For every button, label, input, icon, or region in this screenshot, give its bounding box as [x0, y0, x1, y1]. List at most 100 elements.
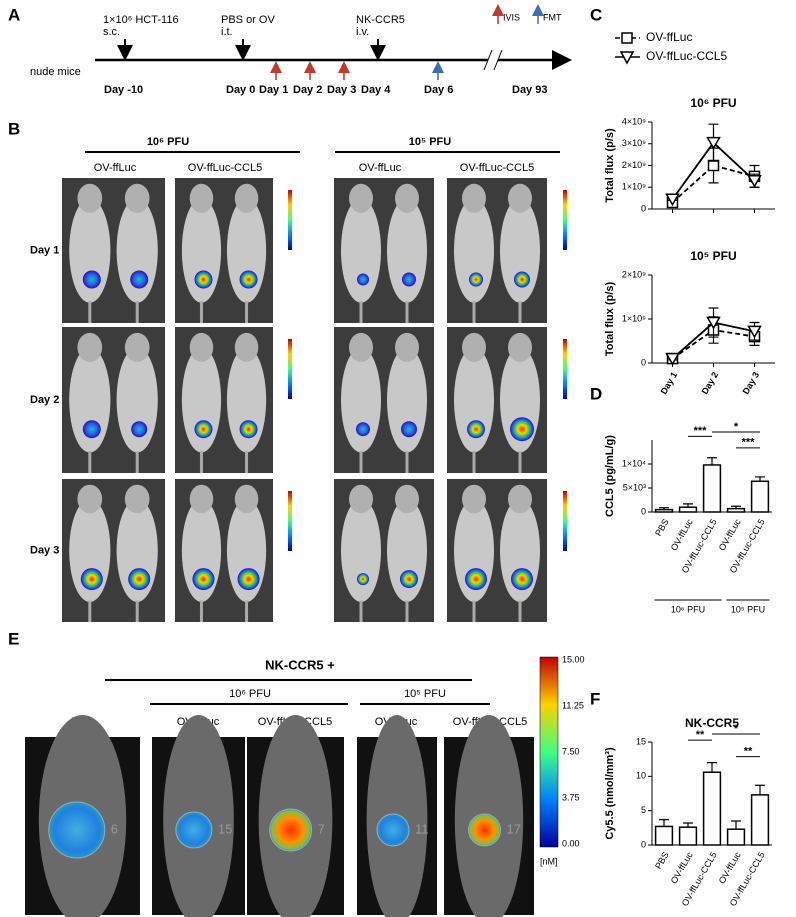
y-tick-label: 5×10³: [623, 482, 646, 492]
day-label: Day 2: [293, 84, 322, 96]
bar: [678, 826, 698, 846]
image-colorbar: [563, 339, 567, 399]
tumor-signal: [237, 568, 260, 591]
colorbar-unit: [nM]: [540, 856, 558, 866]
panel-label: E: [8, 629, 19, 648]
mouse-head: [189, 183, 214, 213]
mouse-body: [116, 347, 158, 453]
legend-ivis: IVIS: [503, 12, 520, 22]
panel-label: D: [590, 384, 602, 403]
mouse-body: [387, 347, 427, 453]
mouse-head: [77, 484, 103, 514]
tumor-signal: [514, 271, 530, 288]
y-axis-label: Total flux (p/s): [604, 128, 616, 203]
colorbar-tick-label: 11.25: [562, 700, 584, 710]
mouse-head: [124, 183, 150, 213]
legend-fmt: FMT: [543, 12, 562, 22]
panel-label: C: [590, 5, 602, 24]
legend-label: OV-ffLuc: [646, 30, 692, 44]
data-point: [747, 174, 762, 188]
x-tick-label: Day 2: [700, 370, 721, 396]
fmt-header: NK-CCR5 +: [265, 657, 335, 672]
day-label: Day 6: [424, 84, 453, 96]
significance-label: **: [696, 729, 705, 741]
y-tick-label: 0: [641, 203, 646, 213]
tumor-signal: [356, 422, 370, 437]
event-route: s.c.: [103, 26, 120, 38]
tumor-signal: [357, 573, 369, 586]
fmt-signal: [175, 811, 213, 849]
mouse-head: [77, 332, 103, 363]
day-label: Day -10: [104, 84, 143, 96]
panel-label: F: [590, 689, 600, 708]
tumor-signal: [128, 568, 151, 591]
chart-title: NK-CCR5: [685, 716, 739, 730]
dose-header: 10⁵ PFU: [409, 136, 452, 148]
series-line: [671, 164, 755, 204]
group-label: 10⁵ PFU: [731, 604, 765, 614]
mouse-head: [462, 183, 486, 213]
mouse-body: [454, 198, 494, 303]
mouse-head: [395, 484, 419, 514]
data-point: [665, 193, 680, 207]
y-tick-label: 2×10⁹: [622, 269, 646, 279]
tumor-signal: [402, 272, 416, 287]
y-axis-label: Total flux (p/s): [604, 281, 616, 356]
colorbar-tick-label: 3.75: [562, 792, 580, 802]
error-bar: [707, 457, 717, 465]
x-tick-label: OV-ffLuc: [717, 850, 743, 886]
bar: [750, 794, 770, 846]
y-tick-label: 0: [641, 839, 646, 849]
x-tick-label: OV-ffLuc: [669, 517, 695, 553]
x-tick-label: Day 1: [659, 370, 680, 396]
error-bar: [731, 820, 741, 830]
data-point: [747, 325, 762, 339]
tumor-signal: [194, 420, 213, 439]
tumor-signal: [192, 568, 215, 591]
mouse-head: [508, 183, 532, 213]
tumor-signal: [467, 420, 485, 439]
event-route: i.v.: [356, 26, 369, 38]
colorbar-tick-label: 0.00: [562, 838, 580, 848]
fmt-signal: [48, 801, 106, 859]
y-tick-label: 1×10⁴: [622, 458, 646, 468]
image-colorbar: [563, 190, 567, 250]
mouse-head: [234, 484, 259, 514]
event-route: i.t.: [221, 26, 233, 38]
image-number: 6: [111, 821, 118, 836]
group-label: OV-ffLuc-CCL5: [460, 162, 534, 174]
mouse-head: [349, 332, 373, 363]
group-label: OV-ffLuc: [359, 162, 402, 174]
mouse-head: [395, 332, 419, 363]
data-point: [706, 136, 721, 150]
chart-title: 10⁶ PFU: [690, 96, 736, 110]
mouse-head: [77, 183, 103, 213]
y-tick-label: 4×10⁹: [622, 116, 646, 126]
image-colorbar: [563, 491, 567, 551]
panel-label: A: [8, 5, 20, 24]
mouse-body: [500, 198, 540, 303]
y-tick-label: 1×10⁹: [622, 313, 646, 323]
tumor-signal: [80, 568, 103, 591]
tumor-signal: [130, 270, 149, 289]
y-tick-label: 5: [641, 805, 646, 815]
significance-label: *: [734, 421, 739, 433]
row-label: Day 1: [30, 244, 59, 256]
tumor-signal: [82, 420, 101, 439]
mouse-body: [341, 347, 381, 453]
tumor-signal: [357, 273, 369, 286]
y-tick-label: 0: [641, 506, 646, 516]
y-tick-label: 10: [636, 771, 646, 781]
significance-label: *: [734, 723, 739, 735]
legend-marker: [619, 51, 635, 65]
bar: [750, 480, 770, 513]
tumor-signal: [469, 272, 483, 287]
day-label: Day 1: [259, 84, 288, 96]
row-label: Day 2: [30, 394, 59, 406]
fmt-signal: [468, 813, 501, 847]
y-axis-label: CCL5 (pg/mL/g): [604, 435, 616, 517]
image-number: 11: [415, 821, 429, 836]
event-label: 1×10⁶ HCT-116: [103, 14, 179, 26]
group-label: OV-ffLuc: [94, 162, 137, 174]
y-tick-label: 2×10⁹: [622, 160, 646, 170]
